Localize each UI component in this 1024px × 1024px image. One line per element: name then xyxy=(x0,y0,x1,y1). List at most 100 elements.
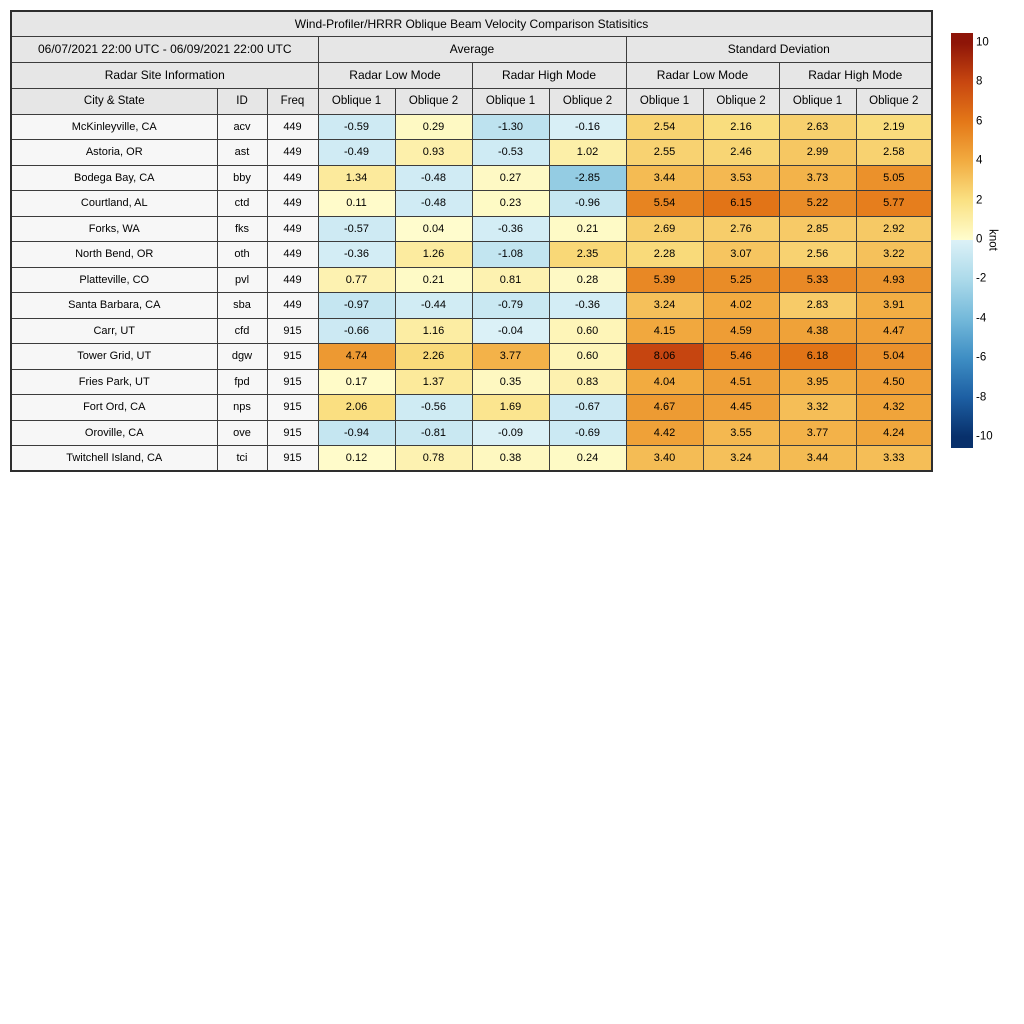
value-cell: -0.04 xyxy=(471,317,550,344)
value-cell: 1.26 xyxy=(394,241,473,268)
value-cell: -0.57 xyxy=(317,215,396,242)
header-radar-site-information: Radar Site Information xyxy=(10,61,319,89)
value-cell: 2.16 xyxy=(702,113,780,140)
value-cell: -0.49 xyxy=(317,139,396,166)
colorbar-tick-label: -2 xyxy=(976,272,987,285)
header-avg-low-oblique-2: Oblique 2 xyxy=(394,87,473,115)
value-cell: 5.33 xyxy=(778,266,857,293)
city-cell: Forks, WA xyxy=(10,215,218,242)
value-cell: 8.06 xyxy=(625,343,704,370)
value-cell: 1.69 xyxy=(471,394,550,421)
value-cell: 0.29 xyxy=(394,113,473,140)
header-std-radar-high-mode: Radar High Mode xyxy=(778,61,933,89)
value-cell: 2.55 xyxy=(625,139,704,166)
id-cell: tci xyxy=(216,445,268,472)
statistics-table: Wind-Profiler/HRRR Oblique Beam Velocity… xyxy=(10,10,934,472)
table-row: Tower Grid, UT dgw 915 4.74 2.26 3.77 0.60 8.06… xyxy=(10,343,933,370)
value-cell: 0.83 xyxy=(548,368,627,395)
freq-cell: 449 xyxy=(266,241,319,268)
header-city-state: City & State xyxy=(10,87,218,115)
table-row: Fort Ord, CA nps 915 2.06 -0.56 1.69 -0.67 4.67… xyxy=(10,394,933,421)
value-cell: 2.99 xyxy=(778,139,857,166)
value-cell: -0.79 xyxy=(471,292,550,319)
value-cell: 1.34 xyxy=(317,164,396,191)
table-row: Santa Barbara, CA sba 449 -0.97 -0.44 -0.79 -0… xyxy=(10,292,933,319)
value-cell: 2.58 xyxy=(855,139,933,166)
city-cell: Tower Grid, UT xyxy=(10,343,218,370)
value-cell: 0.21 xyxy=(394,266,473,293)
value-cell: 0.27 xyxy=(471,164,550,191)
header-average: Average xyxy=(317,35,627,63)
value-cell: 3.22 xyxy=(855,241,933,268)
value-cell: 0.93 xyxy=(394,139,473,166)
value-cell: 2.85 xyxy=(778,215,857,242)
colorbar-tick-label: 0 xyxy=(976,233,983,246)
value-cell: 4.51 xyxy=(702,368,780,395)
value-cell: 2.83 xyxy=(778,292,857,319)
value-cell: 5.54 xyxy=(625,190,704,217)
value-cell: 0.11 xyxy=(317,190,396,217)
value-cell: 3.77 xyxy=(778,419,857,446)
id-cell: sba xyxy=(216,292,268,319)
id-cell: oth xyxy=(216,241,268,268)
value-cell: 0.35 xyxy=(471,368,550,395)
id-cell: dgw xyxy=(216,343,268,370)
value-cell: 4.15 xyxy=(625,317,704,344)
value-cell: 6.18 xyxy=(778,343,857,370)
header-freq: Freq xyxy=(266,87,319,115)
value-cell: 2.06 xyxy=(317,394,396,421)
table-row: Twitchell Island, CA tci 915 0.12 0.78 0.38 0.… xyxy=(10,445,933,472)
table-row: North Bend, OR oth 449 -0.36 1.26 -1.08 2.35 2.… xyxy=(10,241,933,268)
freq-cell: 449 xyxy=(266,139,319,166)
id-cell: fpd xyxy=(216,368,268,395)
value-cell: 5.39 xyxy=(625,266,704,293)
table-title: Wind-Profiler/HRRR Oblique Beam Velocity… xyxy=(10,10,933,37)
city-cell: Carr, UT xyxy=(10,317,218,344)
value-cell: 2.35 xyxy=(548,241,627,268)
value-cell: 4.02 xyxy=(702,292,780,319)
header-avg-high-oblique-1: Oblique 1 xyxy=(471,87,550,115)
value-cell: 4.47 xyxy=(855,317,933,344)
header-avg-radar-high-mode: Radar High Mode xyxy=(471,61,627,89)
colorbar-tick-label: -4 xyxy=(976,312,987,325)
freq-cell: 449 xyxy=(266,113,319,140)
value-cell: 0.60 xyxy=(548,343,627,370)
value-cell: 0.78 xyxy=(394,445,473,472)
value-cell: 0.24 xyxy=(548,445,627,472)
header-standard-deviation: Standard Deviation xyxy=(625,35,933,63)
city-cell: Platteville, CO xyxy=(10,266,218,293)
table-row: Courtland, AL ctd 449 0.11 -0.48 0.23 -0.96 5.5… xyxy=(10,190,933,217)
id-cell: ove xyxy=(216,419,268,446)
value-cell: 3.32 xyxy=(778,394,857,421)
value-cell: 0.23 xyxy=(471,190,550,217)
freq-cell: 449 xyxy=(266,292,319,319)
value-cell: 5.05 xyxy=(855,164,933,191)
value-cell: -0.66 xyxy=(317,317,396,344)
freq-cell: 915 xyxy=(266,394,319,421)
city-cell: Astoria, OR xyxy=(10,139,218,166)
freq-cell: 449 xyxy=(266,215,319,242)
header-avg-low-oblique-1: Oblique 1 xyxy=(317,87,396,115)
value-cell: 4.45 xyxy=(702,394,780,421)
value-cell: -0.44 xyxy=(394,292,473,319)
freq-cell: 449 xyxy=(266,266,319,293)
header-std-high-oblique-2: Oblique 2 xyxy=(855,87,933,115)
value-cell: 0.38 xyxy=(471,445,550,472)
value-cell: 3.73 xyxy=(778,164,857,191)
value-cell: -0.97 xyxy=(317,292,396,319)
value-cell: 2.46 xyxy=(702,139,780,166)
colorbar-tick-label: -10 xyxy=(976,430,993,443)
mode-header-row: Radar Site Information Radar Low Mode Ra… xyxy=(10,61,933,89)
table-row: Platteville, CO pvl 449 0.77 0.21 0.81 0.28 5.3… xyxy=(10,266,933,293)
value-cell: -0.36 xyxy=(548,292,627,319)
value-cell: 0.21 xyxy=(548,215,627,242)
city-cell: Fries Park, UT xyxy=(10,368,218,395)
table-row: Oroville, CA ove 915 -0.94 -0.81 -0.09 -0.69 4.… xyxy=(10,419,933,446)
value-cell: 0.17 xyxy=(317,368,396,395)
colorbar-tick-label: 8 xyxy=(976,75,983,88)
value-cell: 3.40 xyxy=(625,445,704,472)
header-std-high-oblique-1: Oblique 1 xyxy=(778,87,857,115)
table-row: Bodega Bay, CA bby 449 1.34 -0.48 0.27 -2.85 3.… xyxy=(10,164,933,191)
value-cell: 5.22 xyxy=(778,190,857,217)
table-row: Astoria, OR ast 449 -0.49 0.93 -0.53 1.02 2.55 2… xyxy=(10,139,933,166)
